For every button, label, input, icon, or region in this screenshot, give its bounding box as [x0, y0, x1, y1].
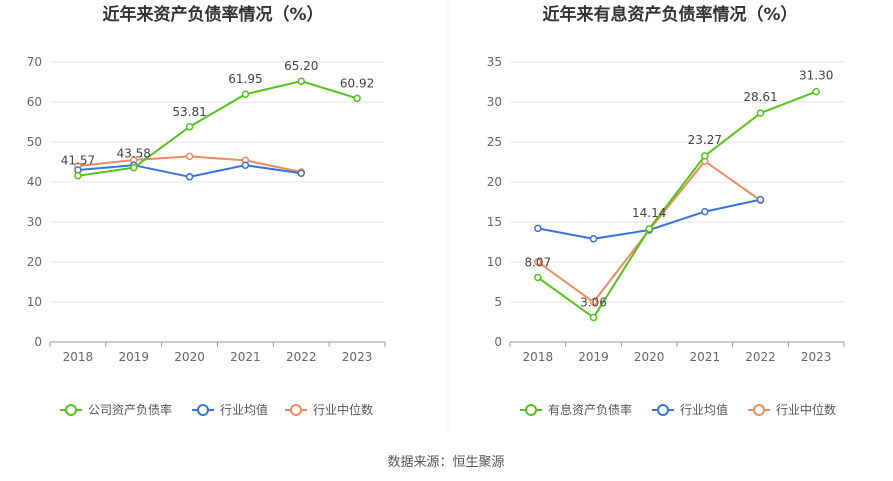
chart2-industry-avg-point	[701, 207, 709, 216]
chart1-company-point	[353, 94, 361, 103]
chart2-x-tick-label: 2018	[523, 350, 554, 364]
chart1-legend-label: 行业均值	[220, 402, 268, 417]
chart2-legend-label: 有息资产负债率	[548, 402, 632, 417]
chart1-industry-median-point	[185, 152, 194, 161]
chart1-legend-label: 公司资产负债率	[88, 402, 172, 417]
chart1-x-tick-label: 2019	[118, 350, 149, 364]
chart1-y-tick-label: 50	[27, 135, 42, 149]
chart2-company-point	[645, 225, 653, 233]
chart2-y-tick-label: 30	[487, 95, 502, 109]
chart1-company-point	[241, 90, 250, 98]
data-source: 数据来源：恒生聚源	[387, 455, 504, 470]
chart1-y-tick-label: 30	[27, 215, 42, 229]
chart1-y-tick-label: 0	[34, 335, 42, 349]
chart1-title: 近年来资产负债率情况（%）	[102, 4, 323, 25]
chart1-legend-label: 行业中位数	[313, 402, 373, 417]
chart1-industry-avg-point	[241, 161, 250, 169]
chart2-y-tick-label: 25	[487, 135, 502, 149]
chart1-y-tick-label: 10	[27, 295, 42, 309]
chart2-y-tick-label: 5	[494, 295, 502, 309]
chart1-company-point	[185, 123, 194, 131]
chart2-data-label: 31.30	[799, 69, 833, 83]
chart2-industry-avg-point	[756, 195, 765, 204]
chart2-data-label: 28.61	[743, 90, 777, 104]
chart2-legend-swatch-marker	[525, 404, 537, 416]
chart1-y-tick-label: 60	[27, 95, 42, 109]
chart2-data-label: 8.07	[524, 255, 551, 269]
chart2-company-point	[701, 152, 709, 160]
chart1-company-point	[297, 77, 305, 85]
chart1-x-tick-label: 2020	[174, 350, 205, 364]
chart2-legend-label: 行业均值	[680, 402, 728, 417]
chart2-company-point	[812, 87, 820, 96]
chart1-x-tick-label: 2018	[63, 350, 94, 364]
chart2-data-label: 14.14	[632, 206, 666, 220]
chart2-data-label: 23.27	[688, 133, 722, 147]
chart1-legend-swatch-marker	[197, 404, 209, 416]
chart2-y-tick-label: 10	[487, 255, 502, 269]
chart1-data-label: 65.20	[284, 59, 318, 73]
chart1-x-tick-label: 2022	[286, 350, 317, 364]
chart1-data-label: 61.95	[228, 72, 262, 86]
chart2-industry-avg-point	[534, 224, 542, 233]
chart1-y-tick-label: 70	[27, 55, 42, 69]
chart2-data-label: 3.06	[580, 296, 607, 310]
chart2-y-tick-label: 0	[494, 335, 502, 349]
chart2-legend-swatch-marker	[753, 404, 765, 416]
chart2-title: 近年来有息资产负债率情况（%）	[542, 4, 797, 25]
chart1-y-tick-label: 40	[27, 175, 42, 189]
chart2-x-tick-label: 2020	[634, 350, 665, 364]
chart2-x-tick-label: 2023	[801, 350, 832, 364]
chart2-x-tick-label: 2019	[578, 350, 609, 364]
chart1-data-label: 60.92	[340, 76, 374, 90]
chart1-company-point	[130, 163, 138, 172]
chart1-industry-avg-point	[185, 173, 194, 181]
chart2-industry-median-point	[589, 298, 598, 306]
chart2-y-tick-label: 20	[487, 175, 502, 189]
chart1-legend-swatch-marker	[65, 404, 77, 416]
chart1-y-tick-label: 20	[27, 255, 42, 269]
chart1-data-label: 43.58	[117, 147, 151, 161]
chart2-company-point	[534, 273, 542, 282]
chart1-industry-avg-point	[297, 169, 305, 177]
chart1-data-label: 53.81	[172, 105, 206, 119]
chart2-industry-median-point	[534, 258, 542, 266]
chart1-x-tick-label: 2023	[342, 350, 373, 364]
chart2-x-tick-label: 2022	[745, 350, 776, 364]
chart1-company-point	[74, 171, 82, 180]
chart2-y-tick-label: 35	[487, 55, 502, 69]
chart2-y-tick-label: 15	[487, 215, 502, 229]
chart2-industry-avg-point	[589, 235, 598, 243]
chart1-x-tick-label: 2021	[230, 350, 261, 364]
chart2-company-line	[537, 90, 817, 319]
chart1-data-label: 41.57	[61, 154, 95, 168]
chart2-x-tick-label: 2021	[690, 350, 721, 364]
chart2-legend-swatch-marker	[657, 404, 669, 416]
chart1-legend-swatch-marker	[290, 404, 302, 416]
chart2-company-point	[756, 109, 765, 117]
chart1-company-line	[77, 80, 358, 177]
chart2-legend-label: 行业中位数	[776, 402, 836, 417]
chart2-company-point	[589, 313, 598, 322]
